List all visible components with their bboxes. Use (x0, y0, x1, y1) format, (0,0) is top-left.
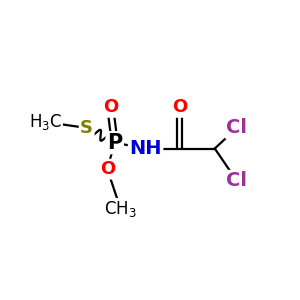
Text: P: P (107, 133, 122, 153)
Text: S: S (80, 119, 93, 137)
Text: CH$_3$: CH$_3$ (104, 199, 137, 219)
Text: H$_3$C: H$_3$C (29, 112, 62, 132)
Text: Cl: Cl (226, 171, 248, 190)
Text: O: O (103, 98, 118, 116)
Text: O: O (100, 160, 115, 178)
Text: Cl: Cl (226, 118, 248, 137)
Text: NH: NH (129, 139, 162, 158)
Text: O: O (172, 98, 187, 116)
